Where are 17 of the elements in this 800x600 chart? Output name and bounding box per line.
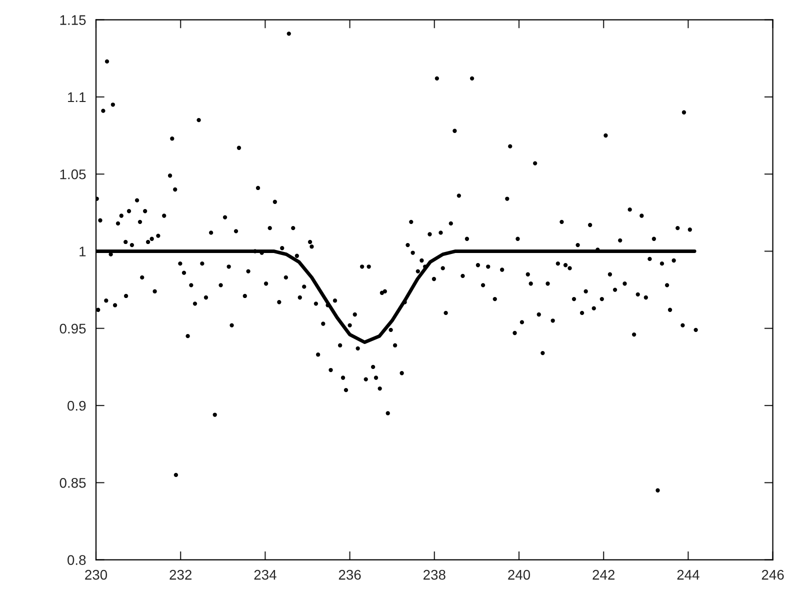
y-tick-label: 1.15 xyxy=(60,15,86,25)
x-tick-label: 246 xyxy=(762,570,784,580)
x-tick-label: 236 xyxy=(338,570,361,580)
y-tick-label: 0.9 xyxy=(68,400,86,411)
y-tick-label: 1.05 xyxy=(60,169,86,180)
x-tick-label: 230 xyxy=(85,570,108,580)
y-tick-label: 1 xyxy=(80,246,86,256)
y-tick-label: 0.95 xyxy=(60,324,86,334)
x-tick-label: 234 xyxy=(254,570,276,580)
y-tick-label: 0.8 xyxy=(68,555,86,565)
x-tick-label: 238 xyxy=(424,570,446,580)
y-tick-label: 0.85 xyxy=(60,478,86,488)
x-tick-label: 242 xyxy=(592,570,614,580)
x-tick-label: 232 xyxy=(170,570,192,580)
y-tick-label: 1.1 xyxy=(68,92,86,102)
x-tick-label: 240 xyxy=(508,570,530,580)
x-tick-label: 244 xyxy=(677,570,700,580)
